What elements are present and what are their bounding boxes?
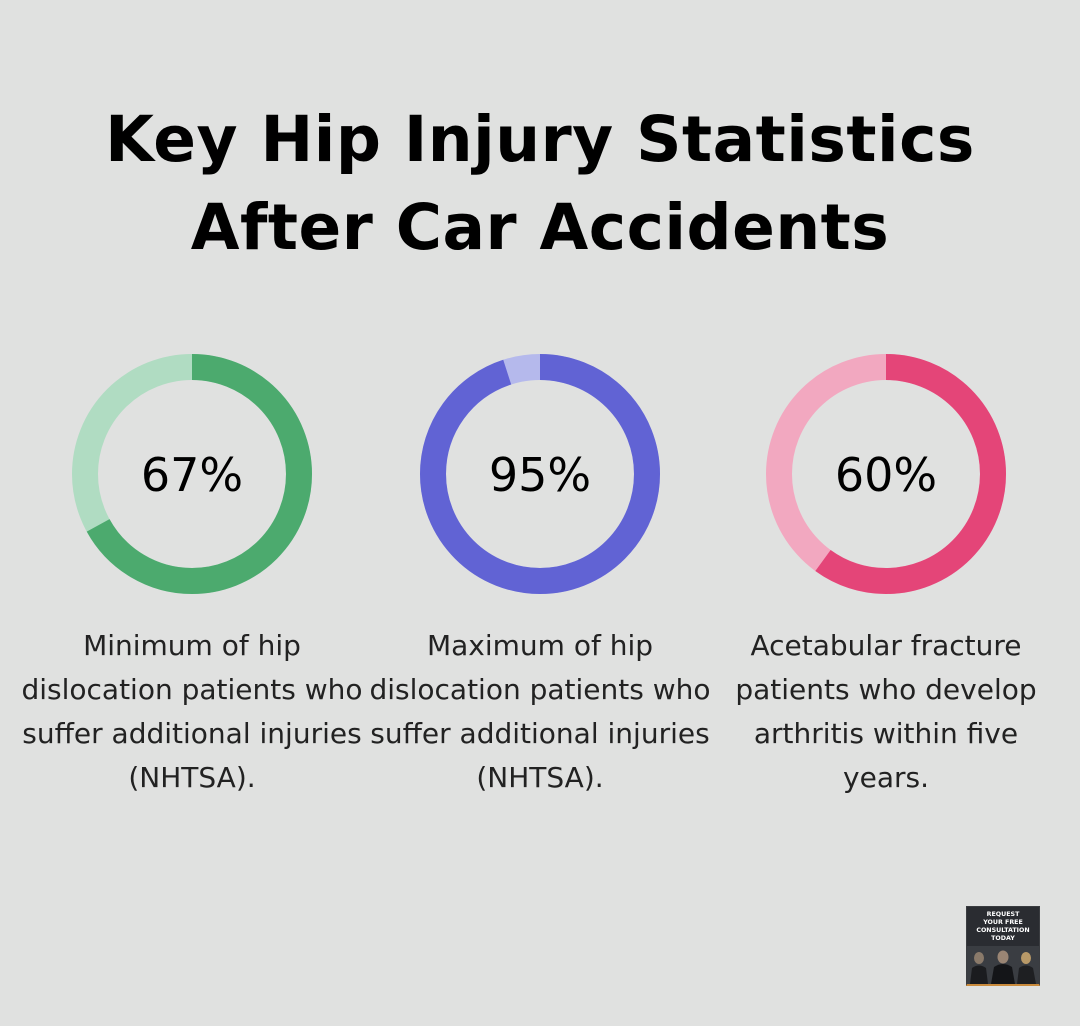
stat-description-3: Acetabular fracture patients who develop… xyxy=(735,629,1037,794)
donut-chart-2 xyxy=(418,352,662,596)
consultation-cta-badge[interactable]: REQUEST YOUR FREE CONSULTATION TODAY xyxy=(966,906,1040,986)
stat-description-1: Minimum of hip dislocation patients who … xyxy=(21,629,363,794)
donut-svg-1 xyxy=(72,354,312,594)
donut-svg-2 xyxy=(420,354,660,594)
stat-value-2: 95% xyxy=(418,352,662,596)
stat-value-3: 60% xyxy=(764,352,1008,596)
donut-arc-2 xyxy=(420,354,660,594)
stat-value-1: 67% xyxy=(70,352,314,596)
page-title: Key Hip Injury Statistics After Car Acci… xyxy=(0,96,1080,272)
stat-value-label-2: 95% xyxy=(488,448,592,502)
title-line-1: Key Hip Injury Statistics xyxy=(105,103,975,176)
donut-arc-3 xyxy=(766,354,1006,594)
donut-chart-3 xyxy=(764,352,1008,596)
donut-svg-3 xyxy=(766,354,1006,594)
attorneys-photo-icon xyxy=(967,946,1039,984)
donut-arc-1 xyxy=(72,354,312,594)
stat-value-label-3: 60% xyxy=(834,448,938,502)
stat-value-label-1: 67% xyxy=(140,448,244,502)
title-line-2: After Car Accidents xyxy=(190,191,890,264)
stat-description-2: Maximum of hip dislocation patients who … xyxy=(369,629,711,794)
donut-chart-1 xyxy=(70,352,314,596)
cta-text: REQUEST YOUR FREE CONSULTATION TODAY xyxy=(976,911,1030,942)
